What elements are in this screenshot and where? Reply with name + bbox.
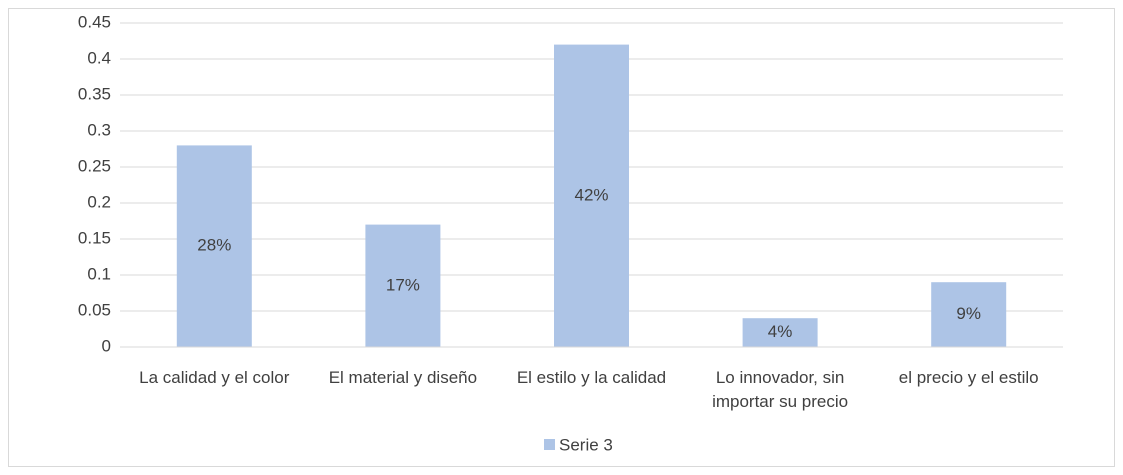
data-label: 4% bbox=[768, 322, 793, 341]
legend-label: Serie 3 bbox=[559, 435, 613, 454]
y-tick-label: 0.2 bbox=[87, 192, 111, 211]
x-tick-label: La calidad y el color bbox=[139, 368, 290, 387]
x-tick-label: El estilo y la calidad bbox=[516, 368, 667, 387]
y-tick-label: 0.05 bbox=[78, 300, 111, 319]
bar bbox=[554, 44, 629, 347]
y-tick-label: 0.4 bbox=[87, 48, 111, 67]
y-tick-label: 0.15 bbox=[78, 228, 111, 247]
data-label: 17% bbox=[386, 275, 420, 294]
bar bbox=[742, 318, 818, 347]
bar bbox=[931, 282, 1007, 347]
y-tick-label: 0.45 bbox=[78, 12, 111, 31]
x-tick-label: El material y diseño bbox=[328, 368, 478, 387]
legend-swatch bbox=[544, 439, 555, 450]
data-label: 42% bbox=[574, 185, 608, 204]
bar bbox=[176, 145, 252, 347]
data-label: 9% bbox=[956, 304, 981, 323]
x-tick-label: Lo innovador, sin importar su precio bbox=[712, 368, 849, 411]
y-tick-label: 0.25 bbox=[78, 156, 111, 175]
x-tick-label: el precio y el estilo bbox=[898, 368, 1039, 387]
y-tick-label: 0.35 bbox=[78, 84, 111, 103]
y-tick-label: 0 bbox=[102, 336, 111, 355]
y-tick-label: 0.1 bbox=[87, 264, 111, 283]
data-label: 28% bbox=[197, 236, 231, 255]
bar bbox=[365, 224, 441, 347]
y-tick-label: 0.3 bbox=[87, 120, 111, 139]
